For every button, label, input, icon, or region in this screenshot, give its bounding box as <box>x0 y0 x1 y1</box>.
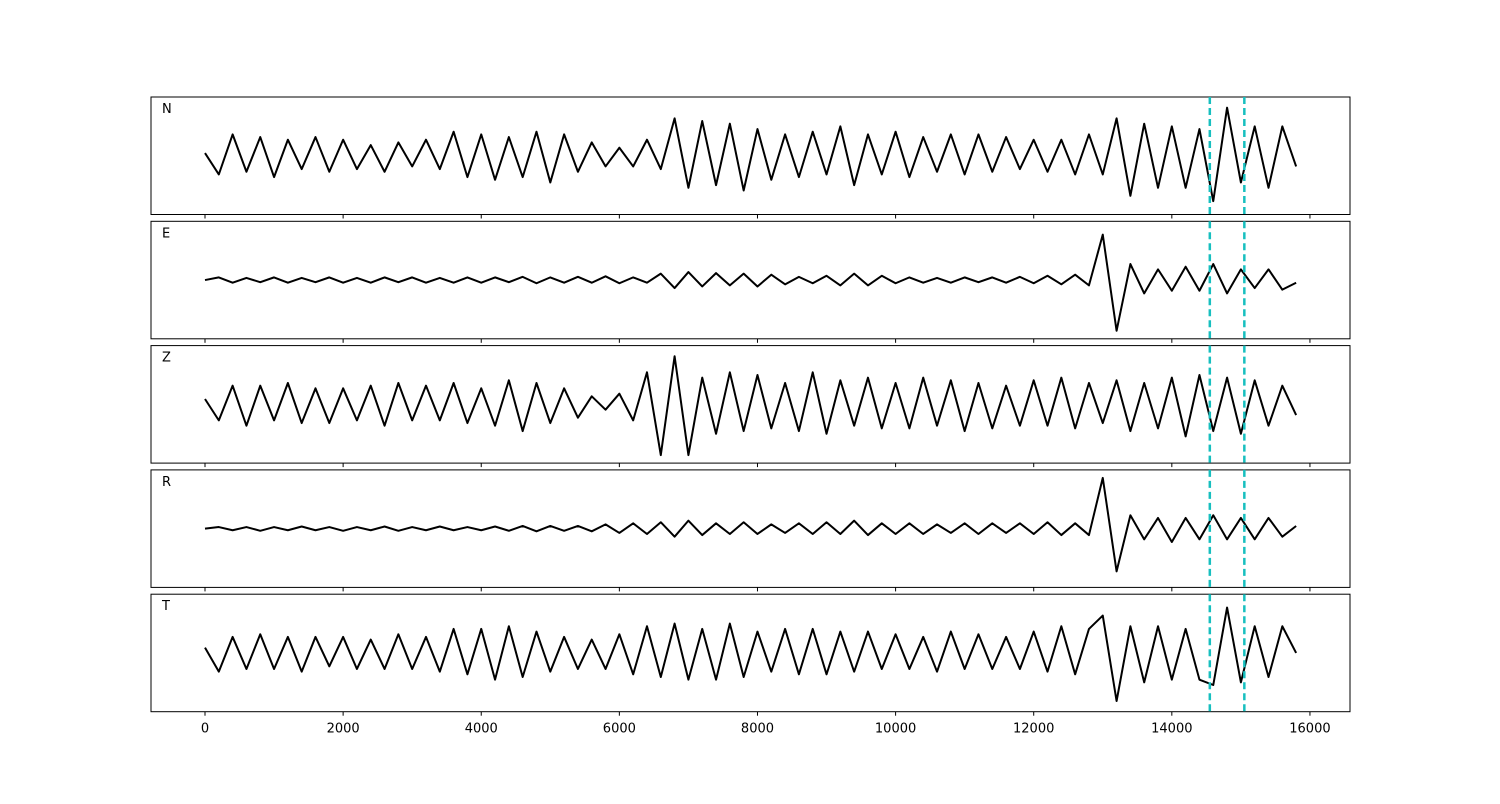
panel-label: E <box>162 226 170 241</box>
panel-label: T <box>161 599 170 614</box>
trace <box>204 106 1298 203</box>
trace <box>204 355 1298 457</box>
panel-label: R <box>162 475 171 490</box>
panel-frame <box>150 96 1351 215</box>
x-tick-label: 10000 <box>875 722 916 737</box>
panel-frame <box>150 593 1351 713</box>
trace <box>204 476 1297 573</box>
trace <box>204 233 1297 332</box>
panel-frame <box>150 345 1351 464</box>
panel-frame <box>150 220 1351 340</box>
x-tick-label: 2000 <box>327 722 360 737</box>
panel-label: N <box>162 102 172 117</box>
x-tick-label: 6000 <box>603 722 636 737</box>
trace <box>204 606 1298 703</box>
panel-label: Z <box>162 351 171 366</box>
x-tick-label: 4000 <box>465 722 498 737</box>
x-tick-label: 12000 <box>1013 722 1054 737</box>
panel-frame <box>150 469 1351 588</box>
x-tick-label: 0 <box>201 722 209 737</box>
x-tick-label: 16000 <box>1289 722 1330 737</box>
x-tick-label: 8000 <box>741 722 774 737</box>
x-tick-label: 14000 <box>1151 722 1192 737</box>
